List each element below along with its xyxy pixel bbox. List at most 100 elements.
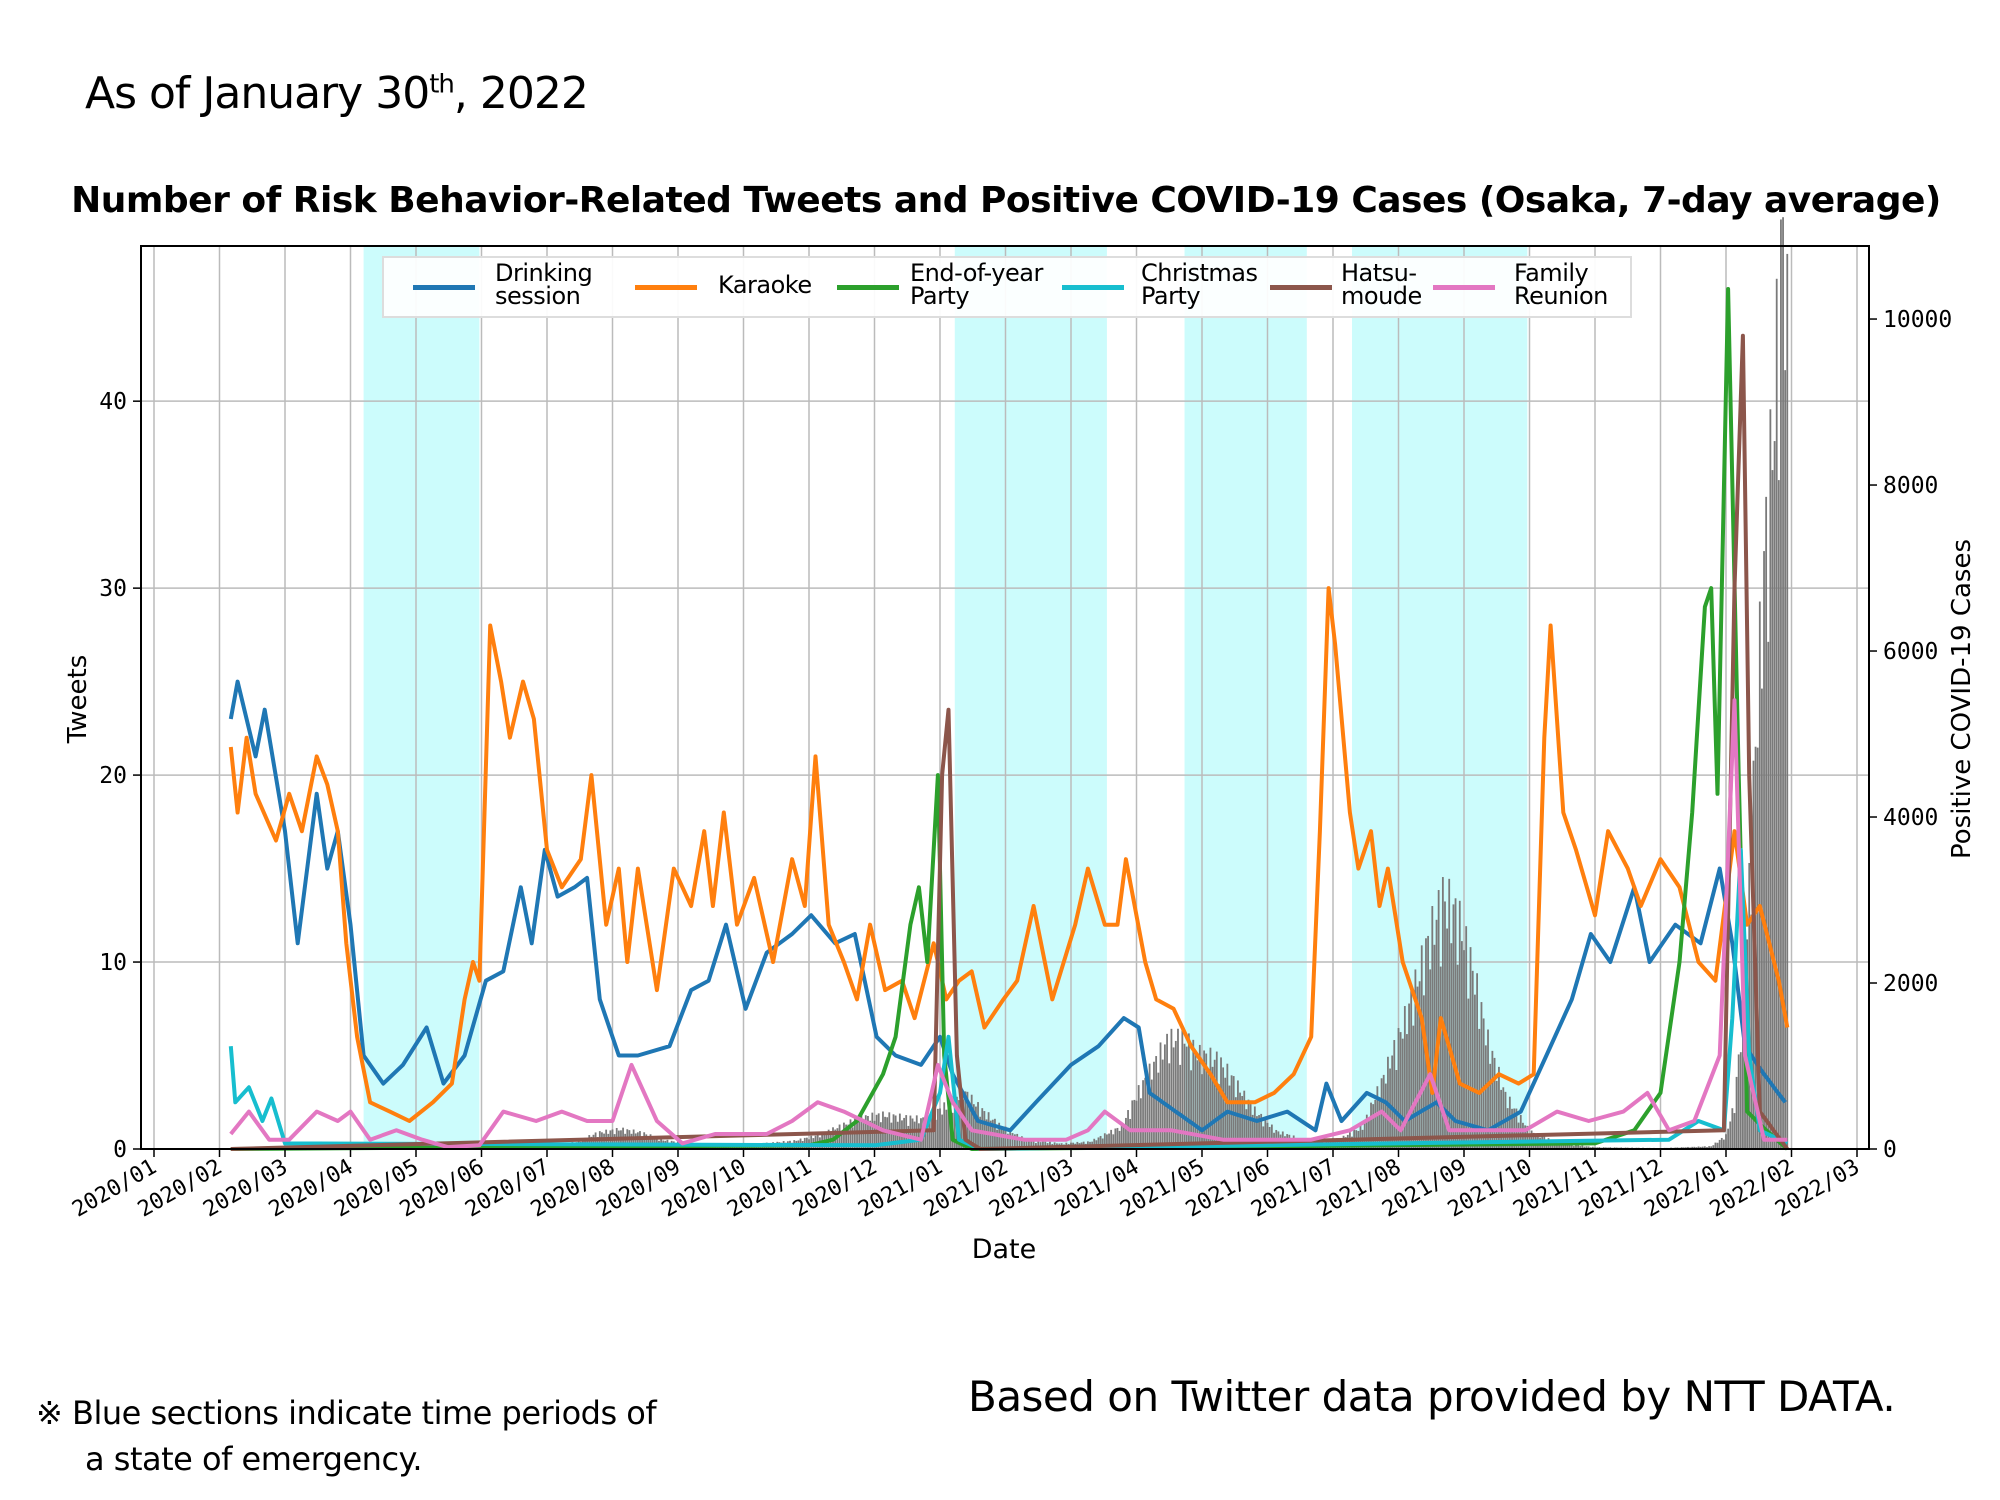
case-bar xyxy=(1144,1077,1147,1149)
case-bar xyxy=(1703,1146,1706,1149)
y-right-tick-label: 4000 xyxy=(1883,805,1938,831)
case-bar xyxy=(1196,1060,1199,1149)
case-bar xyxy=(1368,1119,1370,1149)
emergency-band xyxy=(1352,246,1528,1149)
case-bar xyxy=(1566,1144,1569,1149)
case-bar xyxy=(1172,1047,1175,1149)
y-tick-label: 10 xyxy=(99,950,127,976)
case-bar xyxy=(1450,943,1453,1149)
case-bar xyxy=(1771,470,1774,1150)
case-bar xyxy=(941,1114,944,1149)
case-bar xyxy=(1247,1099,1250,1149)
case-bar xyxy=(862,1123,865,1149)
case-bar xyxy=(1587,1146,1590,1149)
case-bar xyxy=(1153,1061,1155,1149)
case-bar xyxy=(1478,1028,1481,1149)
case-bar xyxy=(1370,1102,1372,1149)
case-bar xyxy=(1714,1142,1717,1149)
plot-frame xyxy=(140,245,1870,1150)
case-bar xyxy=(1139,1098,1142,1149)
case-bar xyxy=(1032,1139,1035,1149)
case-bar xyxy=(1023,1140,1026,1149)
case-bar xyxy=(981,1108,984,1149)
case-bar xyxy=(1346,1134,1349,1149)
y-tick-label: 30 xyxy=(99,576,127,602)
case-bar xyxy=(977,1102,979,1149)
case-bar xyxy=(1498,1066,1500,1149)
case-bar xyxy=(1260,1113,1263,1149)
case-bar xyxy=(1786,253,1789,1150)
case-bar xyxy=(1433,944,1436,1149)
case-bar xyxy=(911,1118,914,1149)
case-bar xyxy=(1570,1144,1573,1149)
case-bar xyxy=(1009,1129,1012,1149)
case-bar xyxy=(947,1104,950,1149)
case-bar xyxy=(1359,1125,1362,1149)
case-bar xyxy=(1556,1143,1558,1149)
case-bar xyxy=(1780,219,1782,1149)
case-bar xyxy=(1027,1140,1030,1149)
case-bar xyxy=(1159,1042,1162,1149)
case-bar xyxy=(1203,1050,1206,1149)
case-bar xyxy=(1363,1120,1366,1149)
case-bar xyxy=(1784,370,1787,1150)
case-bar xyxy=(1699,1146,1702,1149)
case-bar xyxy=(1239,1092,1241,1149)
case-bar xyxy=(1742,995,1744,1149)
case-bar xyxy=(1125,1117,1127,1149)
y-tick-label: 40 xyxy=(99,389,127,415)
case-bar xyxy=(1213,1059,1216,1149)
case-bar xyxy=(953,1094,956,1149)
case-bar xyxy=(1591,1146,1594,1149)
case-bar xyxy=(924,1125,927,1149)
case-bar xyxy=(1416,986,1419,1149)
case-bar xyxy=(1179,1064,1182,1149)
case-bar xyxy=(1562,1144,1565,1149)
case-bar xyxy=(1146,1085,1149,1149)
data-source: Based on Twitter data provided by NTT DA… xyxy=(968,1372,1896,1421)
case-bar xyxy=(1418,981,1421,1149)
legend-label: Karaoke xyxy=(718,271,812,299)
case-bar xyxy=(1256,1116,1258,1149)
case-bar xyxy=(1207,1071,1210,1149)
case-bar xyxy=(987,1112,990,1149)
case-bar xyxy=(1708,1146,1710,1149)
case-bar xyxy=(1170,1028,1173,1149)
case-bar xyxy=(1133,1099,1136,1149)
case-bar xyxy=(1177,1028,1179,1149)
footnote-line-1: ※ Blue sections indicate time periods of xyxy=(36,1394,657,1432)
case-bar xyxy=(1241,1096,1244,1149)
case-bar xyxy=(1374,1099,1377,1149)
chart-title: Number of Risk Behavior-Related Tweets a… xyxy=(71,180,1941,221)
case-bar xyxy=(858,1121,861,1149)
as-of-date: As of January 30th, 2022 xyxy=(85,68,589,119)
case-bar xyxy=(1687,1146,1689,1149)
series-line-karaoke xyxy=(228,586,1790,1123)
case-bar xyxy=(1220,1057,1222,1149)
case-bar xyxy=(1782,217,1784,1149)
case-bar xyxy=(1769,409,1772,1150)
case-bar xyxy=(1251,1114,1254,1149)
case-bar xyxy=(603,1133,605,1149)
case-bar xyxy=(851,1127,854,1149)
as-of-ordinal: th xyxy=(429,69,455,100)
case-bar xyxy=(1006,1133,1009,1149)
legend-label: Drinking session xyxy=(495,259,593,310)
case-bar xyxy=(1163,1044,1166,1149)
case-bar xyxy=(1166,1033,1168,1149)
as-of-year: , 2022 xyxy=(453,68,589,119)
case-bar xyxy=(1722,1139,1725,1149)
case-bar xyxy=(613,1134,616,1149)
case-bar xyxy=(1508,1096,1511,1149)
case-bar xyxy=(1131,1100,1134,1149)
case-bar xyxy=(1712,1145,1715,1149)
legend-swatch xyxy=(413,285,475,290)
case-bar xyxy=(1773,441,1776,1149)
case-bar xyxy=(810,1135,813,1149)
emergency-band xyxy=(1184,246,1307,1149)
case-bar xyxy=(1150,1079,1153,1149)
case-bar xyxy=(1097,1137,1100,1149)
case-bar xyxy=(966,1091,969,1149)
case-bar xyxy=(1037,1140,1040,1149)
